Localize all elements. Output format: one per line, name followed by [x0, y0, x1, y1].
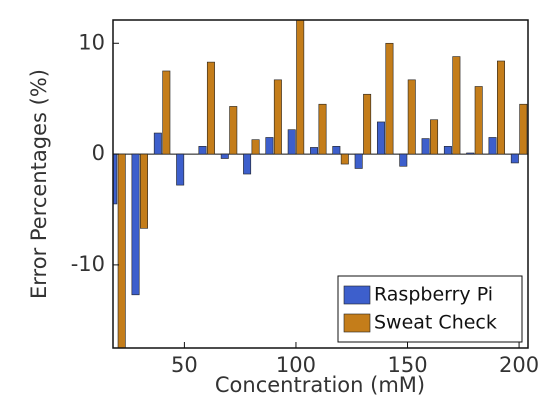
bar [162, 70, 171, 155]
bar [332, 146, 341, 155]
plot-frame [112, 19, 529, 349]
x-tick-label: 100 [276, 353, 316, 377]
x-tick-label: 200 [499, 353, 539, 377]
legend-swatch [343, 285, 371, 305]
x-axis-label: Concentration (mM) [215, 373, 425, 397]
bar [385, 42, 394, 155]
bar [243, 153, 252, 175]
bar [363, 93, 372, 155]
bar [265, 137, 274, 155]
bar [354, 153, 363, 169]
bar [497, 60, 505, 155]
bar [510, 153, 519, 164]
bar [340, 153, 349, 165]
bar [399, 153, 408, 167]
x-tick-label: 150 [387, 353, 427, 377]
legend-label: Raspberry Pi [374, 284, 493, 306]
y-tick-label: -10 [71, 252, 105, 276]
bar [474, 86, 483, 155]
bar [176, 153, 185, 186]
x-tick-label: 50 [171, 353, 198, 377]
bar [287, 129, 296, 155]
bar [519, 103, 528, 155]
bar [206, 61, 215, 155]
bar [407, 79, 416, 155]
bar [318, 103, 327, 155]
bar [153, 132, 162, 155]
bar [466, 152, 475, 155]
bar [488, 137, 497, 155]
bar [229, 106, 238, 155]
bar [117, 153, 126, 348]
bars [113, 20, 528, 348]
bar [296, 20, 305, 155]
bar [140, 153, 148, 229]
legend-swatch [343, 313, 371, 333]
y-tick-label: 10 [78, 30, 105, 54]
bar [430, 119, 439, 155]
bar [273, 79, 282, 155]
bar [443, 146, 452, 155]
bar [220, 153, 229, 159]
bar [198, 146, 207, 155]
bar [376, 121, 385, 155]
y-tick-label: 0 [92, 141, 105, 165]
bar [310, 147, 319, 155]
bar [452, 56, 461, 155]
legend-label: Sweat Check [374, 312, 497, 334]
legend: Raspberry Pi Sweat Check [337, 275, 523, 343]
bar [131, 153, 140, 296]
bar [251, 139, 260, 155]
y-axis-label: Error Percentages (%) [27, 69, 51, 299]
bar [421, 138, 430, 155]
